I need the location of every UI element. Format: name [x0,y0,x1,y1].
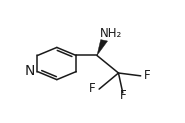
Text: F: F [89,82,96,95]
Text: F: F [120,89,127,102]
Text: NH₂: NH₂ [100,27,122,40]
Text: N: N [25,64,36,78]
Text: F: F [143,69,150,82]
Polygon shape [97,40,107,55]
